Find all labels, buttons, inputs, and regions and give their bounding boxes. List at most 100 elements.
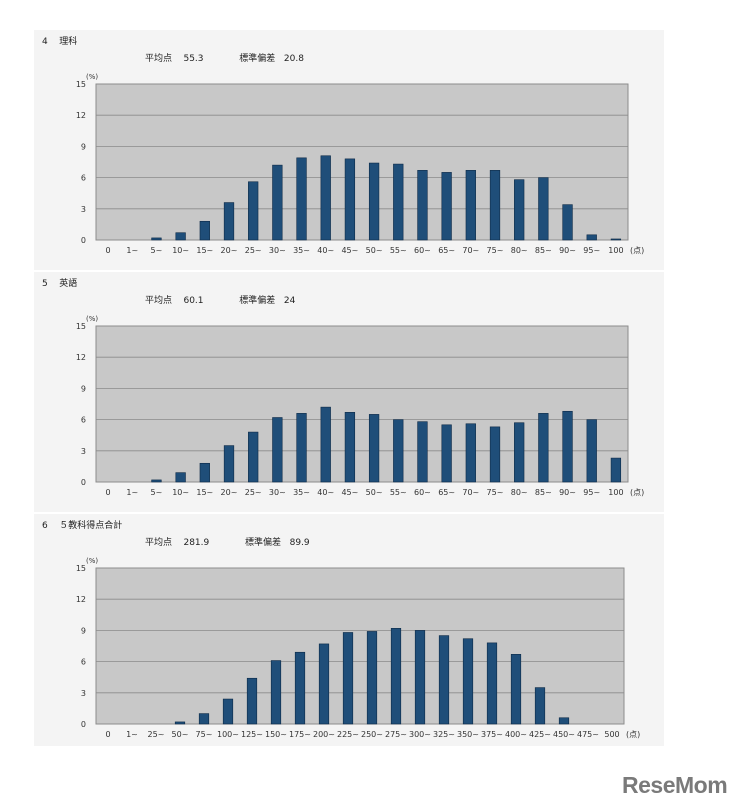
mean-value: 55.3 [183, 54, 204, 64]
bar-60~ [417, 170, 428, 241]
x-tick-label: 275~ [385, 730, 407, 739]
bar-175~ [294, 651, 306, 725]
bar-15~ [199, 220, 210, 241]
bar-125~ [246, 677, 258, 725]
bar-300~ [414, 630, 426, 725]
bar-45~ [344, 412, 356, 483]
y-tick-label: 3 [81, 447, 86, 456]
sd-label: 標準偏差 [239, 54, 276, 64]
x-tick-label: 25~ [245, 488, 262, 497]
x-tick-label: 500 [604, 730, 619, 739]
mean-label: 平均点 [145, 296, 173, 306]
x-tick-label: 75~ [196, 730, 213, 739]
y-tick-label: 0 [81, 478, 86, 487]
mean-value: 60.1 [183, 296, 204, 306]
x-tick-label: 35~ [293, 246, 310, 255]
x-tick-label: 100~ [217, 730, 239, 739]
x-tick-label: 5~ [151, 246, 163, 255]
bar-40~ [320, 406, 331, 483]
bar-425~ [534, 687, 546, 725]
bar-10~ [175, 472, 186, 483]
chart-panel-total: 6 ５教科得点合計 平均点 281.9 標準偏差 89.9 0 3 6 9 12 15 (%… [34, 514, 664, 746]
y-tick-label: 3 [81, 205, 86, 214]
x-tick-label: 400~ [505, 730, 527, 739]
y-tick-label: 12 [76, 353, 86, 362]
bar-275~ [390, 628, 402, 725]
bar-45~ [344, 158, 356, 241]
bar-85~ [538, 177, 549, 241]
y-tick-label: 6 [81, 416, 86, 425]
x-tick-label: 75~ [487, 488, 504, 497]
mean-value: 281.9 [183, 538, 210, 548]
x-tick-label: 1~ [126, 730, 138, 739]
bar-75~ [489, 170, 501, 241]
bar-25~ [248, 181, 259, 241]
x-tick-label: 175~ [289, 730, 311, 739]
x-tick-label: 60~ [414, 488, 431, 497]
x-tick-label: 50~ [172, 730, 189, 739]
y-tick-label: 9 [81, 626, 86, 635]
bar-50~ [174, 721, 186, 725]
x-tick-label: 150~ [265, 730, 287, 739]
x-tick-label: 90~ [559, 488, 576, 497]
bar-55~ [393, 419, 404, 483]
chart-panel-science: 4 理科 平均点 55.3 標準偏差 20.8 0 3 6 9 12 15 (%) 0 1~ 5~… [34, 30, 664, 270]
section-title: ５教科得点合計 [59, 521, 123, 531]
bar-75~ [489, 426, 501, 483]
x-tick-label: 125~ [241, 730, 263, 739]
bar-35~ [296, 157, 307, 241]
x-tick-label: 85~ [535, 488, 552, 497]
x-tick-label: 95~ [583, 246, 600, 255]
bar-25~ [248, 431, 259, 483]
bar-85~ [538, 413, 549, 483]
section-number: 5 [42, 279, 48, 289]
x-tick-label: 200~ [313, 730, 335, 739]
x-tick-label: 60~ [414, 246, 431, 255]
y-tick-label: 6 [81, 658, 86, 667]
x-tick-label: 95~ [583, 488, 600, 497]
bar-50~ [368, 162, 380, 241]
x-axis-unit: (点) [630, 246, 644, 255]
bar-450~ [558, 717, 570, 725]
bar-70~ [465, 170, 476, 241]
x-tick-label: 10~ [172, 246, 189, 255]
score-distribution-chart-science: 0 3 6 9 12 15(%) 0 1~ 5~ 10~ 15~ 20~ 25~ 30~ 35~ 40~ 45~… [76, 73, 644, 255]
sd-value: 89.9 [289, 538, 310, 548]
bar-100 [610, 457, 622, 483]
section-title: 理科 [59, 37, 78, 47]
x-tick-label: 40~ [317, 246, 334, 255]
x-axis-unit: (点) [626, 730, 640, 739]
x-tick-label: 1~ [126, 246, 138, 255]
bar-5~ [151, 479, 162, 483]
bar-35~ [296, 413, 307, 483]
bar-90~ [562, 410, 573, 483]
bar-250~ [366, 631, 378, 725]
x-tick-label: 0 [105, 730, 110, 739]
x-tick-label: 65~ [438, 488, 455, 497]
y-tick-label: 0 [81, 236, 86, 245]
x-tick-label: 35~ [293, 488, 310, 497]
section-heading: 6 ５教科得点合計 [42, 518, 122, 531]
y-tick-label: 12 [76, 111, 86, 120]
bar-30~ [272, 417, 283, 483]
bar-225~ [342, 632, 354, 725]
x-tick-label: 10~ [172, 488, 189, 497]
bar-95~ [586, 419, 597, 483]
bar-40~ [320, 155, 331, 241]
bar-90~ [562, 204, 573, 241]
x-tick-label: 55~ [390, 246, 407, 255]
x-tick-label: 20~ [221, 488, 238, 497]
x-tick-label: 25~ [245, 246, 262, 255]
mean-label: 平均点 [145, 54, 173, 64]
mean-label: 平均点 [145, 538, 173, 548]
y-tick-label: 15 [76, 80, 86, 89]
bar-75~ [198, 713, 210, 725]
bar-325~ [438, 635, 450, 725]
bar-20~ [223, 445, 235, 483]
bar-20~ [223, 202, 235, 241]
x-tick-label: 70~ [462, 246, 479, 255]
bar-200~ [318, 643, 330, 725]
score-distribution-chart-english: 0 3 6 9 12 15(%) 0 1~ 5~ 10~ 15~ 20~ 25~ 30~ 35~ 40~ 45~… [76, 315, 644, 497]
x-tick-label: 5~ [151, 488, 163, 497]
